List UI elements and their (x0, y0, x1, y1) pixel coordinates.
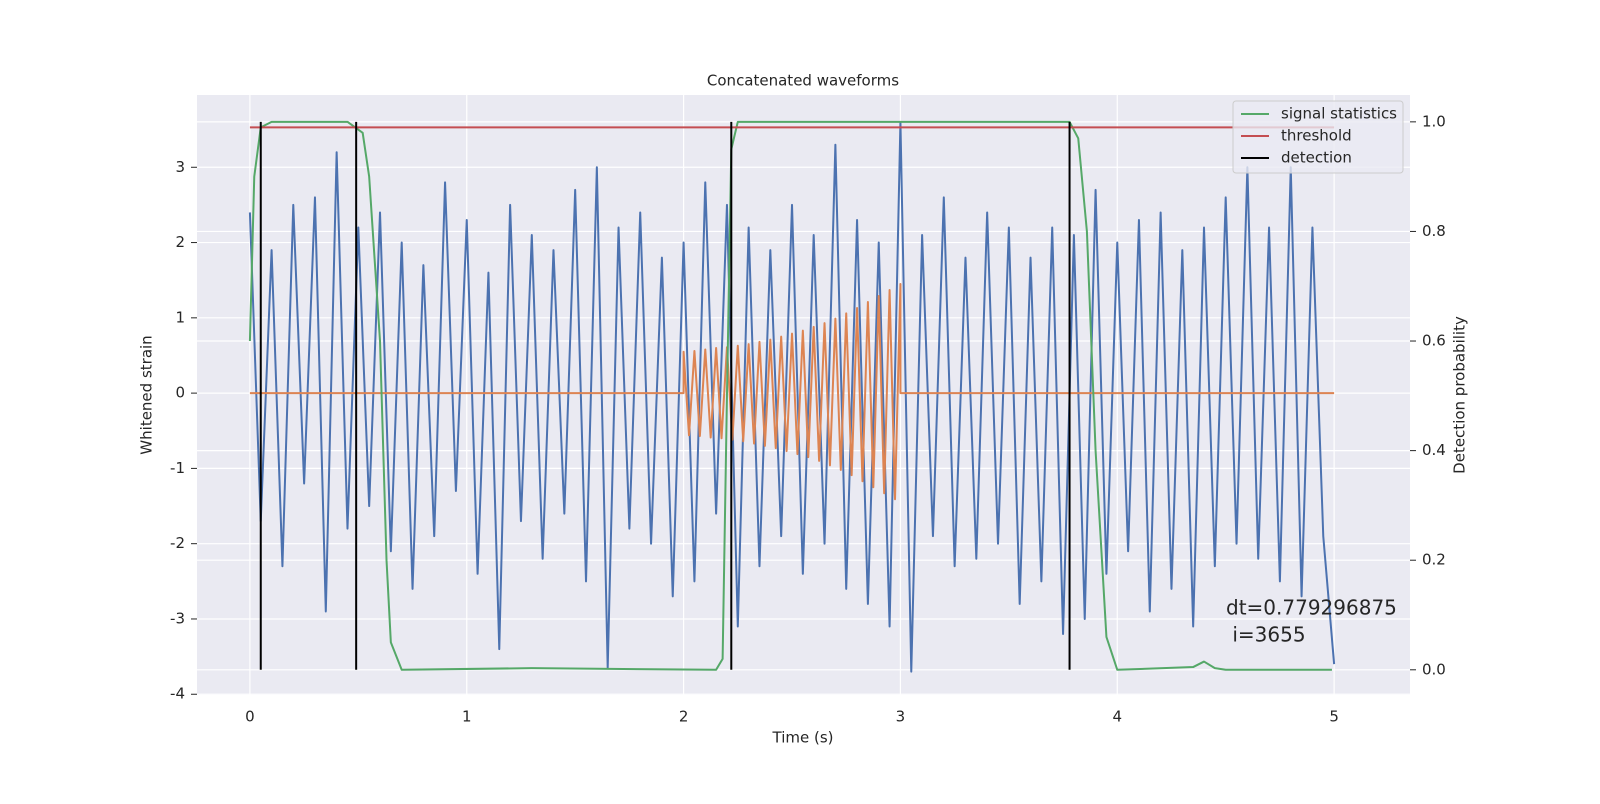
y-tick-label: -2 (170, 534, 185, 552)
series-line (248, 121, 1336, 673)
y2-tick-label: 0.8 (1422, 222, 1446, 240)
legend-label: detection (1281, 149, 1352, 167)
series-line (259, 121, 1071, 670)
legend-label: threshold (1281, 127, 1352, 145)
y-tick-label: 1 (175, 308, 185, 326)
series-line (249, 282, 1335, 501)
x-axis-label: Time (s) (772, 729, 834, 747)
y2-axis-label: Detection probability (1451, 316, 1469, 474)
y-tick-label: -4 (170, 685, 185, 703)
chart-title: Concatenated waveforms (707, 72, 899, 90)
annotation: i=3655 (1226, 623, 1306, 647)
x-tick-label: 4 (1112, 708, 1122, 726)
y-tick-label: 3 (175, 158, 185, 176)
y-axis-label: Whitened strain (138, 335, 156, 454)
legend-box (1232, 100, 1404, 174)
y-tick-label: -1 (170, 459, 185, 477)
legend-label: signal statistics (1281, 105, 1397, 123)
x-tick-label: 5 (1329, 708, 1339, 726)
y2-tick-label: 0.2 (1422, 551, 1446, 569)
y2-tick-label: 0.6 (1422, 332, 1446, 350)
x-tick-label: 0 (245, 708, 255, 726)
y2-tick-label: 1.0 (1422, 112, 1446, 130)
x-tick-label: 2 (679, 708, 689, 726)
y2-tick-label: 0.0 (1422, 660, 1446, 678)
y-tick-label: 0 (175, 384, 185, 402)
y-tick-label: -3 (170, 609, 185, 627)
x-tick-label: 3 (896, 708, 906, 726)
plot-area (197, 95, 1410, 695)
y-tick-label: 2 (175, 233, 185, 251)
y2-tick-label: 0.4 (1422, 441, 1446, 459)
x-tick-label: 1 (462, 708, 472, 726)
annotation: dt=0.779296875 (1226, 596, 1397, 620)
